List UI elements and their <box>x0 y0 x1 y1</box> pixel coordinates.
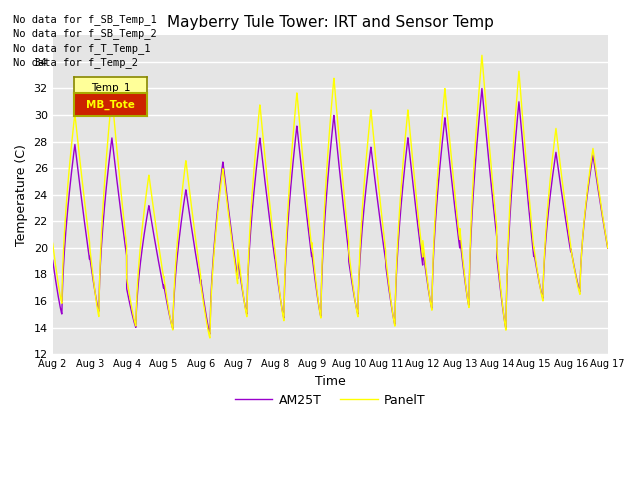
Line: PanelT: PanelT <box>52 55 608 338</box>
AM25T <box>455 237 463 242</box>
PanelT <box>424 281 432 287</box>
AM25T <box>424 284 432 289</box>
Text: Temp_1: Temp_1 <box>91 82 130 93</box>
Line: AM25T: AM25T <box>52 88 608 334</box>
Text: MB_Tote: MB_Tote <box>86 99 135 110</box>
AM25T <box>478 85 486 91</box>
AM25T <box>49 257 56 263</box>
AM25T <box>310 265 317 271</box>
Legend: AM25T, PanelT: AM25T, PanelT <box>230 389 431 412</box>
AM25T <box>148 224 156 229</box>
Text: No data for f_SB_Temp_1
No data for f_SB_Temp_2
No data for f_T_Temp_1
No data f: No data for f_SB_Temp_1 No data for f_SB… <box>13 14 157 68</box>
AM25T <box>604 245 612 251</box>
PanelT <box>455 227 463 233</box>
PanelT <box>604 245 612 251</box>
AM25T <box>604 242 611 248</box>
PanelT <box>604 242 611 248</box>
PanelT <box>148 198 156 204</box>
PanelT <box>478 52 486 58</box>
X-axis label: Time: Time <box>315 374 346 387</box>
PanelT <box>486 154 494 159</box>
AM25T <box>206 331 214 337</box>
PanelT <box>206 335 214 341</box>
PanelT <box>49 240 56 246</box>
Y-axis label: Temperature (C): Temperature (C) <box>15 144 28 246</box>
AM25T <box>486 173 494 179</box>
PanelT <box>310 257 317 263</box>
Title: Mayberry Tule Tower: IRT and Sensor Temp: Mayberry Tule Tower: IRT and Sensor Temp <box>167 15 493 30</box>
